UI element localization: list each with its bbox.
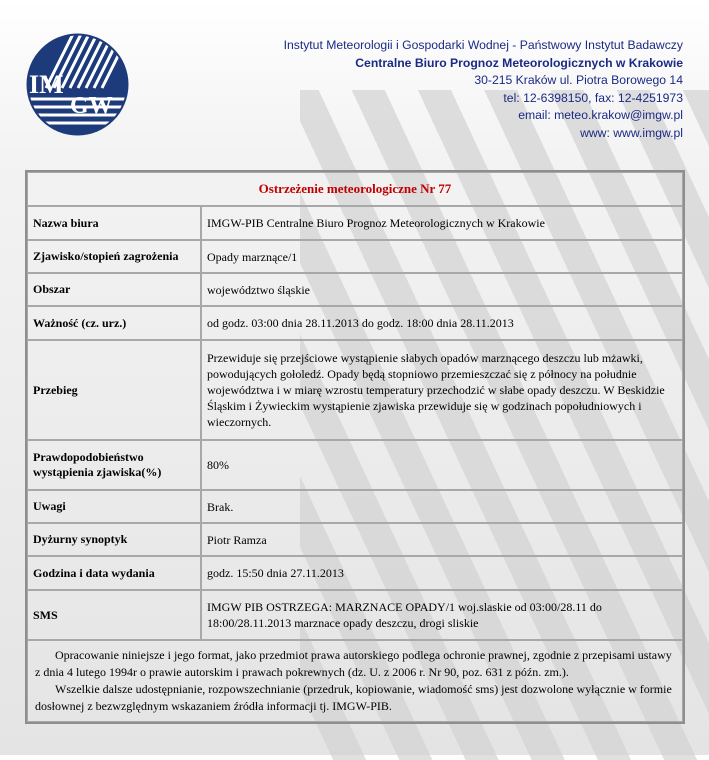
institute-name: Instytut Meteorologii i Gospodarki Wodne… (283, 38, 683, 52)
svg-text:IM: IM (29, 70, 64, 99)
row-value: od godz. 03:00 dnia 28.11.2013 do godz. … (201, 306, 683, 340)
institute-header: Instytut Meteorologii i Gospodarki Wodne… (284, 37, 683, 142)
row-label: SMS (27, 590, 201, 640)
row-value: województwo śląskie (201, 273, 683, 306)
row-label: Dyżurny synoptyk (27, 523, 201, 556)
row-label: Nazwa biura (27, 206, 201, 240)
row-value: Brak. (201, 490, 683, 523)
address: 30-215 Kraków ul. Piotra Borowego 14 (474, 73, 683, 87)
warning-table: Ostrzeżenie meteorologiczne Nr 77 Nazwa … (25, 170, 685, 724)
website: www: www.imgw.pl (580, 125, 683, 140)
row-label: Przebieg (27, 340, 201, 440)
email: email: meteo.krakow@imgw.pl (518, 108, 683, 122)
row-label: Obszar (27, 273, 201, 306)
row-label: Ważność (cz. urz.) (27, 306, 201, 340)
imgw-logo: IM GW (26, 33, 129, 136)
svg-text:GW: GW (70, 93, 113, 119)
usage-paragraph: Wszelkie dalsze udostępnianie, rozpowsze… (35, 682, 672, 713)
office-name: Centralne Biuro Prognoz Meteorologicznyc… (355, 55, 683, 70)
warning-title: Ostrzeżenie meteorologiczne Nr 77 (27, 172, 683, 206)
background-stripes (300, 90, 709, 760)
row-value: godz. 15:50 dnia 27.11.2013 (201, 556, 683, 590)
row-value: IMGW-PIB Centralne Biuro Prognoz Meteoro… (201, 206, 683, 240)
row-label: Zjawisko/stopień zagrożenia (27, 240, 201, 273)
row-label: Uwagi (27, 490, 201, 523)
row-label: Prawdopodobieństwo wystąpienia zjawiska(… (27, 440, 201, 490)
copyright-notice: Opracowanie niniejsze i jego format, jak… (27, 640, 683, 722)
row-value: 80% (201, 440, 683, 490)
row-value: Opady marznące/1 (201, 240, 683, 273)
row-value: IMGW PIB OSTRZEGA: MARZNACE OPADY/1 woj.… (201, 590, 683, 640)
row-label: Godzina i data wydania (27, 556, 201, 590)
row-value: Piotr Ramza (201, 523, 683, 556)
copyright-paragraph: Opracowanie niniejsze i jego format, jak… (35, 648, 672, 679)
row-value: Przewiduje się przejściowe wystąpienie s… (201, 340, 683, 440)
phone-fax: tel: 12-6398150, fax: 12-4251973 (503, 90, 683, 105)
